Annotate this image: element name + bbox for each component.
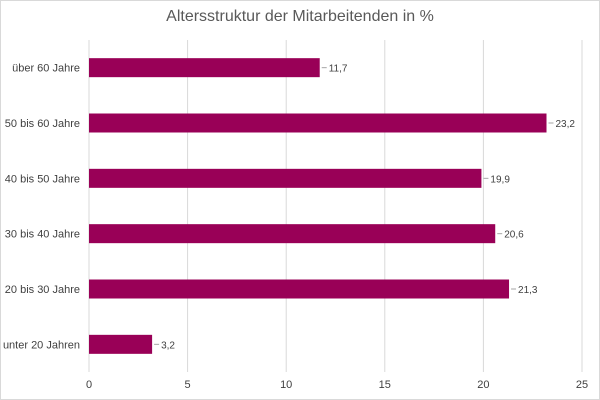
- chart-title: Altersstruktur der Mitarbeitenden in %: [166, 8, 434, 25]
- x-tick-label: 10: [280, 379, 292, 391]
- data-label: 19,9: [490, 174, 510, 185]
- category-label: 20 bis 30 Jahre: [5, 284, 80, 296]
- bar: [89, 279, 510, 299]
- category-label: 50 bis 60 Jahre: [5, 118, 80, 130]
- data-label: 3,2: [161, 340, 175, 351]
- x-tick-label: 15: [379, 379, 391, 391]
- bar: [89, 58, 320, 78]
- bar: [89, 334, 153, 354]
- x-tick-label: 20: [477, 379, 489, 391]
- category-label: 40 bis 50 Jahre: [5, 173, 80, 185]
- bar: [89, 224, 496, 244]
- bar: [89, 113, 547, 133]
- category-label: über 60 Jahre: [12, 63, 80, 75]
- data-label: 21,3: [518, 285, 538, 296]
- data-label: 23,2: [556, 119, 576, 130]
- data-label: 11,7: [329, 64, 348, 75]
- bar: [89, 168, 482, 188]
- x-tick-label: 5: [185, 379, 191, 391]
- x-tick-label: 25: [576, 379, 588, 391]
- x-tick-label: 0: [86, 379, 92, 391]
- data-label: 20,6: [504, 230, 524, 241]
- category-label: 30 bis 40 Jahre: [5, 229, 80, 241]
- category-label: unter 20 Jahren: [3, 339, 80, 351]
